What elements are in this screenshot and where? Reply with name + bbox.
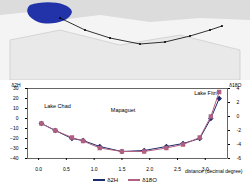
svg-text:Lake Fitri: Lake Fitri (194, 90, 217, 96)
svg-text:2.5: 2.5 (174, 166, 181, 172)
svg-text:−40: −40 (10, 155, 19, 161)
svg-text:20: 20 (13, 95, 19, 101)
svg-text:2.0: 2.0 (146, 166, 153, 172)
svg-text:4: 4 (236, 85, 240, 92)
svg-text:-2: -2 (237, 127, 242, 133)
svg-text:0: 0 (16, 115, 19, 121)
svg-text:0: 0 (237, 113, 240, 119)
svg-text:1.5: 1.5 (118, 166, 125, 172)
html-text:δ2H: δ2H (107, 177, 119, 183)
svg-text:-6: -6 (237, 155, 242, 161)
html-text:δ18O: δ18O (142, 177, 157, 183)
svg-text:−10: −10 (10, 125, 19, 131)
svg-text:0.5: 0.5 (63, 166, 70, 172)
svg-text:30: 30 (12, 85, 19, 92)
svg-text:10: 10 (13, 105, 19, 111)
svg-text:−20: −20 (10, 135, 19, 141)
svg-text:Mapaguet: Mapaguet (111, 107, 136, 113)
svg-text:δ18O: δ18O (229, 82, 241, 88)
svg-text:1.0: 1.0 (91, 166, 98, 172)
svg-text:-4: -4 (237, 141, 242, 147)
svg-text:−30: −30 (10, 145, 19, 151)
svg-text:0.0: 0.0 (35, 166, 42, 172)
svg-text:Lake Chad: Lake Chad (44, 103, 71, 109)
svg-text:distance (decimal degree): distance (decimal degree) (185, 168, 243, 174)
svg-text:δ2H: δ2H (12, 82, 22, 88)
svg-text:2: 2 (237, 99, 240, 105)
